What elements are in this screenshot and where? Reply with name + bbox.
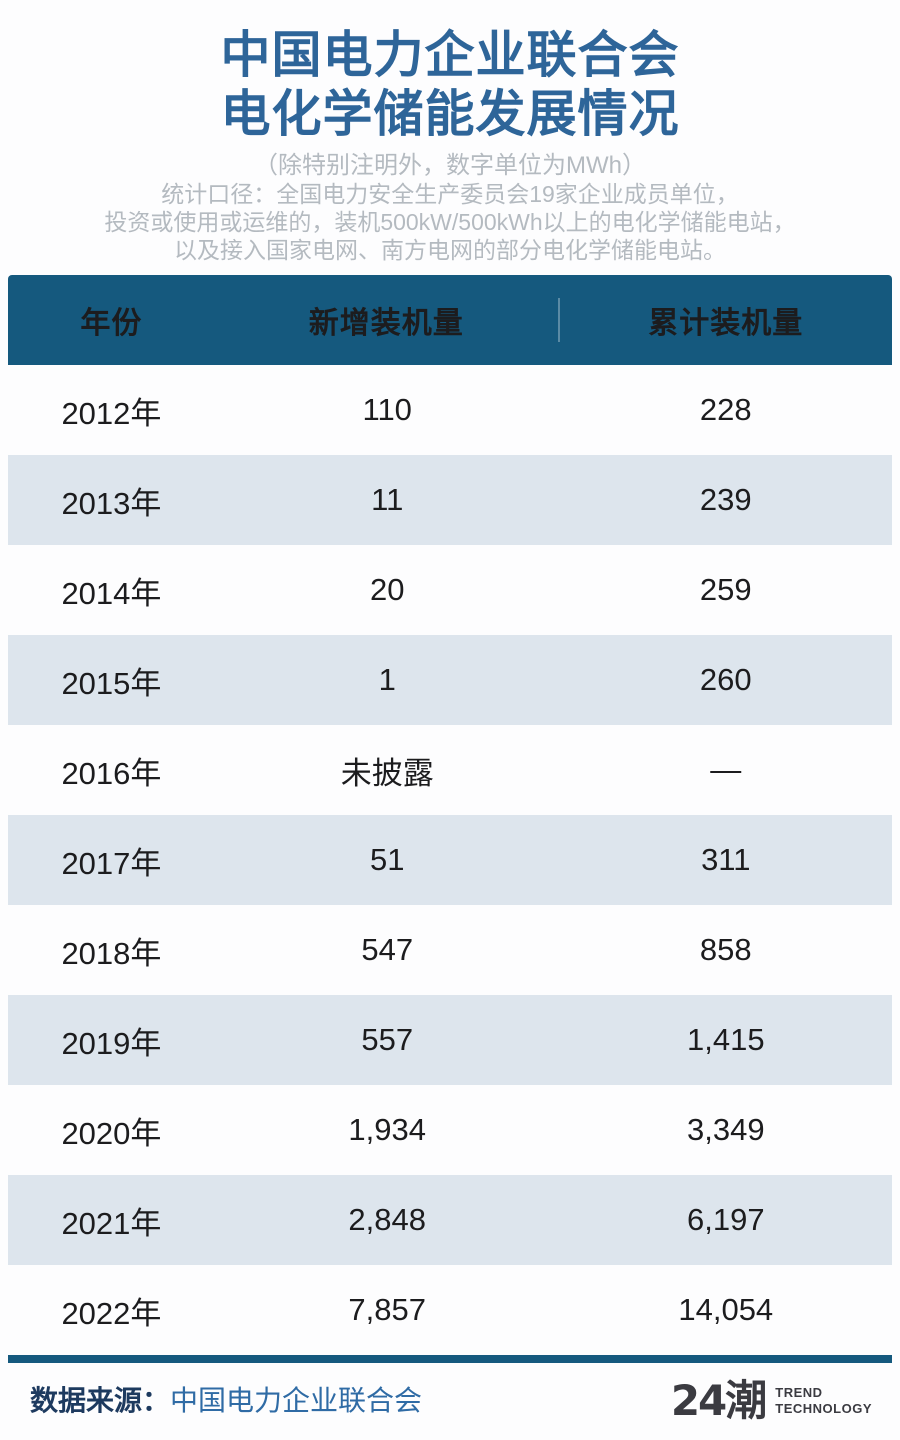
year-cell: 2013年 — [61, 485, 162, 521]
table-row: 2015年 1 260 — [8, 635, 892, 725]
year-cell: 2015年 — [61, 665, 162, 701]
cumulative-capacity-cell: 260 — [699, 662, 752, 697]
footer: 数据来源：中国电力企业联合会 24潮 TREND TECHNOLOGY — [0, 1375, 900, 1427]
table-body: 2012年 110 228 2013年 11 239 2014年 20 259 2015年 1 260… — [8, 365, 892, 1355]
new-capacity-cell: 547 — [361, 932, 414, 967]
new-capacity-cell: 110 — [362, 392, 412, 427]
data-source-label: 数据来源： — [30, 1385, 171, 1416]
logo-sub-line2: TECHNOLOGY — [775, 1401, 872, 1416]
table-row: 2017年 51 311 — [8, 815, 892, 905]
logo-sub-line1: TREND — [775, 1385, 823, 1400]
column-header-year: 年份 — [80, 307, 143, 340]
title-block: 中国电力企业联合会 电化学储能发展情况 （除特别注明外，数字单位为MWh） 统计… — [0, 0, 900, 264]
table-row: 2013年 11 239 — [8, 455, 892, 545]
scope-note-line1: 统计口径：全国电力安全生产委员会19家企业成员单位， — [161, 181, 739, 207]
data-source: 数据来源：中国电力企业联合会 — [30, 1384, 422, 1418]
table-row: 2012年 110 228 — [8, 365, 892, 455]
year-cell: 2019年 — [61, 1025, 162, 1061]
page-title-line2: 电化学储能发展情况 — [220, 86, 680, 142]
column-header-cumulative-capacity: 累计装机量 — [648, 307, 804, 340]
table-header-row: 年份 新增装机量 累计装机量 — [8, 275, 892, 365]
new-capacity-cell: 11 — [371, 482, 404, 517]
year-cell: 2018年 — [61, 935, 162, 971]
new-capacity-cell: 557 — [361, 1022, 414, 1057]
cumulative-capacity-cell: 311 — [701, 842, 751, 877]
table-row: 2018年 547 858 — [8, 905, 892, 995]
brand-logo: 24潮 TREND TECHNOLOGY — [671, 1380, 872, 1422]
data-source-value: 中国电力企业联合会 — [170, 1385, 423, 1416]
year-cell: 2021年 — [61, 1205, 162, 1241]
new-capacity-cell: 1 — [378, 662, 396, 697]
table-row: 2014年 20 259 — [8, 545, 892, 635]
year-cell: 2017年 — [61, 845, 162, 881]
year-cell: 2016年 — [61, 755, 162, 791]
new-capacity-cell: 1,934 — [348, 1112, 426, 1147]
logo-trend-technology-text: TREND TECHNOLOGY — [775, 1385, 872, 1417]
year-cell: 2022年 — [61, 1295, 162, 1331]
new-capacity-cell: 2,848 — [348, 1202, 426, 1237]
new-capacity-cell: 7,857 — [348, 1292, 426, 1327]
table-row: 2019年 557 1,415 — [8, 995, 892, 1085]
cumulative-capacity-cell: 6,197 — [686, 1202, 765, 1237]
cumulative-capacity-cell: 858 — [699, 932, 752, 967]
page-title-line1: 中国电力企业联合会 — [220, 27, 680, 83]
cumulative-capacity-cell: 1,415 — [686, 1022, 765, 1057]
unit-subtitle: （除特别注明外，数字单位为MWh） — [254, 152, 646, 179]
storage-data-table: 年份 新增装机量 累计装机量 2012年 110 228 2013年 11 239 2014… — [8, 275, 892, 1363]
cumulative-capacity-cell: — — [710, 752, 742, 787]
new-capacity-cell: 20 — [369, 572, 405, 607]
column-header-new-capacity: 新增装机量 — [215, 298, 560, 342]
cumulative-capacity-cell: 3,349 — [686, 1112, 765, 1147]
new-capacity-cell: 51 — [369, 842, 405, 877]
scope-note-line3: 以及接入国家电网、南方电网的部分电化学储能电站。 — [174, 237, 726, 263]
table-row: 2021年 2,848 6,197 — [8, 1175, 892, 1265]
table-row: 2016年 未披露 — — [8, 725, 892, 815]
table-bottom-bar — [8, 1355, 892, 1363]
logo-24chao-text: 24潮 — [670, 1376, 767, 1425]
year-cell: 2012年 — [61, 395, 162, 431]
new-capacity-cell: 未披露 — [340, 755, 434, 791]
cumulative-capacity-cell: 239 — [699, 482, 752, 517]
cumulative-capacity-cell: 14,054 — [678, 1292, 774, 1327]
scope-note-line2: 投资或使用或运维的，装机500kW/500kWh以上的电化学储能电站， — [104, 209, 796, 235]
year-cell: 2014年 — [61, 575, 162, 611]
table-row: 2020年 1,934 3,349 — [8, 1085, 892, 1175]
table-row: 2022年 7,857 14,054 — [8, 1265, 892, 1355]
cumulative-capacity-cell: 259 — [699, 572, 752, 607]
year-cell: 2020年 — [61, 1115, 162, 1151]
cumulative-capacity-cell: 228 — [699, 392, 752, 427]
